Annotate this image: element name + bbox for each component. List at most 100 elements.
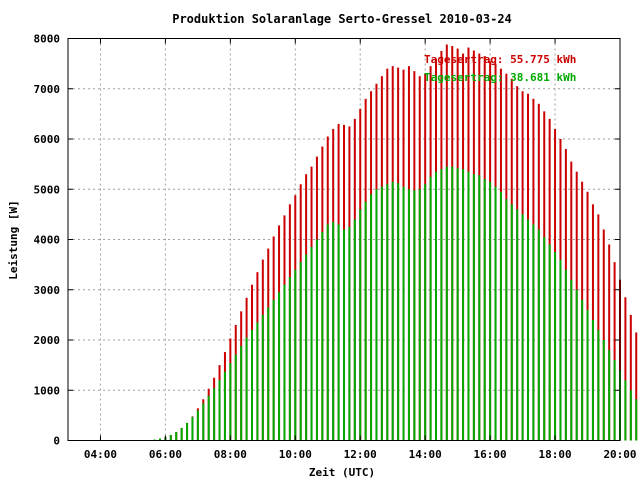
bar-series-2: [613, 360, 616, 441]
bar-series-2: [537, 229, 540, 441]
bar-series-1: [608, 244, 611, 441]
x-tick-label: 04:00: [84, 448, 117, 461]
bar-series-2: [380, 186, 383, 441]
y-tick-label: 8000: [34, 33, 61, 46]
bar-series-2: [288, 277, 291, 441]
bar-series-2: [348, 226, 351, 441]
bar-series-2: [478, 175, 481, 441]
y-tick-label: 5000: [34, 183, 61, 196]
bar-series-2: [397, 183, 400, 441]
x-tick-label: 18:00: [538, 448, 571, 461]
bar-series-2: [332, 221, 335, 441]
bar-series-2: [272, 299, 275, 441]
bar-series-2: [597, 329, 600, 441]
bar-series-2: [326, 224, 329, 441]
bar-series-2: [191, 416, 194, 441]
bar-series-2: [251, 329, 253, 441]
bar-series-2: [223, 371, 226, 441]
bar-series-2: [570, 279, 573, 441]
bar-series-2: [548, 244, 551, 441]
bar-series-2: [278, 292, 281, 441]
bar-series-2: [505, 199, 508, 441]
legend-entry-2: Tagesertrag: 38.681 kWh: [424, 71, 576, 84]
bar-series-2: [456, 168, 459, 441]
bar-series-2: [186, 422, 189, 441]
bar-series-2: [213, 388, 216, 441]
y-tick-label: 7000: [34, 83, 61, 96]
bar-series-2: [418, 189, 421, 441]
bar-series-2: [359, 209, 362, 441]
bar-series-2: [564, 269, 567, 441]
bar-series-2: [386, 184, 389, 441]
bar-series-2: [169, 434, 172, 441]
x-tick-label: 20:00: [603, 448, 636, 461]
bar-series-2: [424, 184, 427, 441]
bar-series-2: [202, 403, 205, 441]
bar-series-2: [554, 252, 557, 441]
bar-series-2: [429, 176, 432, 441]
bar-series-2: [267, 307, 270, 441]
x-axis-label: Zeit (UTC): [309, 466, 375, 479]
bar-series-2: [310, 247, 313, 441]
bar-series-2: [483, 179, 486, 441]
bar-series-2: [586, 309, 589, 441]
tick-labels: 0 1000 2000 3000 4000 5000 6000 7000 8000 04:00 06…: [34, 33, 637, 462]
bar-series-2: [608, 350, 611, 441]
bar-series-2: [402, 186, 405, 441]
bar-series-2: [218, 380, 221, 441]
bar-series-2: [315, 239, 318, 441]
bar-series-2: [624, 380, 627, 441]
bar-series-2: [375, 189, 378, 441]
bar-series-2: [489, 181, 492, 441]
bar-series-2: [180, 427, 183, 441]
bar-series-2: [532, 224, 535, 441]
bar-series-1: [597, 214, 600, 441]
bar-series-2: [591, 319, 594, 441]
bar-series-2: [364, 201, 367, 441]
bar-series-2: [234, 354, 237, 441]
bar-series-2: [196, 410, 199, 441]
bar-series-2: [499, 191, 502, 441]
bar-series-2: [543, 236, 546, 441]
bar-series-2: [207, 395, 210, 441]
bar-series-1: [635, 332, 638, 441]
y-tick-label: 6000: [34, 133, 61, 146]
bar-series-2: [407, 189, 410, 441]
bar-series-2: [635, 399, 638, 441]
bar-series-2: [337, 224, 340, 441]
x-tick-label: 14:00: [409, 448, 442, 461]
bar-series-2: [521, 214, 524, 441]
bar-series-2: [440, 169, 443, 441]
bar-series-2: [391, 181, 394, 441]
y-tick-label: 3000: [34, 284, 61, 297]
bar-series-1: [624, 297, 627, 441]
y-tick-label: 2000: [34, 334, 61, 347]
x-tick-label: 08:00: [214, 448, 247, 461]
bar-series-2: [527, 219, 529, 441]
bar-series-2: [159, 438, 161, 441]
chart-title: Produktion Solaranlage Serto-Gressel 201…: [172, 12, 512, 26]
y-tick-label: 1000: [34, 384, 61, 397]
legend: Tagesertrag: 55.775 kWh Tagesertrag: 38.6…: [424, 53, 576, 84]
bar-series-2: [559, 259, 562, 441]
bar-series-2: [321, 231, 324, 441]
bar-series-2: [175, 431, 178, 441]
bar-series-2: [510, 204, 513, 441]
bar-series-2: [575, 289, 578, 441]
bar-series-2: [245, 337, 248, 441]
bar-series-2: [370, 194, 373, 441]
bar-series-1: [629, 314, 632, 441]
bar-series-2: [462, 169, 465, 441]
bar-series-2: [353, 219, 356, 441]
x-tick-label: 16:00: [474, 448, 507, 461]
bar-series-1: [613, 262, 616, 441]
legend-entry-1: Tagesertrag: 55.775 kWh: [424, 53, 576, 66]
bar-series-2: [294, 269, 297, 441]
bar-series-2: [305, 254, 308, 441]
bar-series-2: [472, 174, 475, 441]
bar-series-2: [602, 340, 605, 441]
bar-series-2: [240, 346, 243, 441]
bar-series-2: [435, 171, 437, 441]
bar-series-2: [629, 390, 632, 441]
bar-series-2: [413, 190, 416, 441]
